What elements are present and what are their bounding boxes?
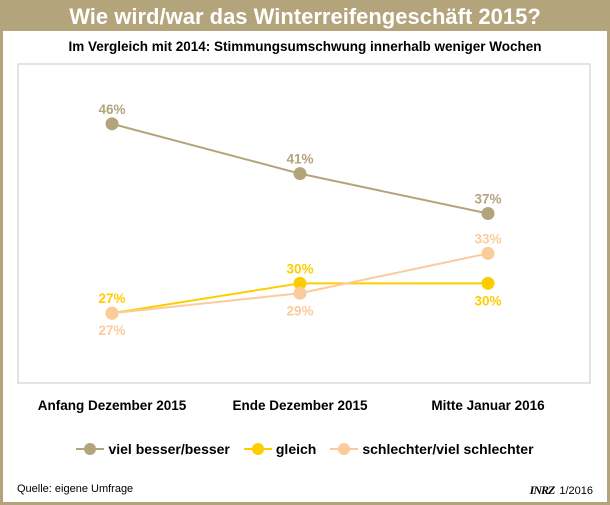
legend-label: viel besser/besser	[108, 441, 230, 457]
data-label: 46%	[98, 102, 125, 117]
x-tick-label: Anfang Dezember 2015	[38, 398, 187, 413]
plot-area: Anfang Dezember 2015 Ende Dezember 2015 Mi…	[17, 63, 591, 413]
data-label: 27%	[98, 323, 125, 338]
legend-item: gleich	[243, 441, 317, 457]
data-point	[105, 117, 119, 131]
data-label: 30%	[474, 293, 501, 308]
data-label: 37%	[474, 192, 501, 207]
data-point	[293, 276, 307, 290]
x-tick-label: Mitte Januar 2016	[431, 398, 545, 413]
data-label: 41%	[286, 152, 313, 167]
x-tick-label: Ende Dezember 2015	[232, 398, 368, 413]
legend-swatch-icon	[76, 443, 105, 455]
legend-item: schlechter/viel schlechter	[330, 441, 534, 457]
legend-swatch-icon	[243, 443, 272, 455]
legend-label: schlechter/viel schlechter	[362, 441, 534, 457]
data-label: 30%	[286, 261, 313, 276]
chart-subtitle: Im Vergleich mit 2014: Stimmungsumschwun…	[68, 39, 542, 54]
legend-label: gleich	[275, 441, 317, 457]
legend: viel besser/besser gleich schlechter/viel …	[3, 441, 607, 457]
chart-title: Wie wird/war das Winterreifengeschäft 20…	[3, 3, 607, 31]
data-label: 29%	[286, 303, 313, 318]
data-point	[293, 286, 307, 300]
legend-swatch-icon	[330, 443, 359, 455]
publish-date: 1/2016	[559, 484, 593, 497]
series-1: 27% 30% 30%	[98, 261, 502, 320]
nrz-logo: INRZ	[529, 483, 556, 497]
data-label: 33%	[474, 231, 501, 246]
source-note: Quelle: eigene Umfrage	[17, 483, 134, 495]
legend-item: viel besser/besser	[76, 441, 230, 457]
data-point	[481, 246, 495, 260]
series-2: 27% 29% 33%	[98, 231, 501, 338]
data-point	[481, 207, 495, 221]
data-point	[105, 306, 119, 320]
data-label: 27%	[98, 291, 125, 306]
plot-border	[17, 63, 591, 384]
data-point	[481, 276, 495, 290]
data-point	[293, 167, 307, 181]
footer-right: INRZ 1/2016	[530, 483, 593, 498]
series-0: 46% 41% 37%	[98, 102, 502, 221]
